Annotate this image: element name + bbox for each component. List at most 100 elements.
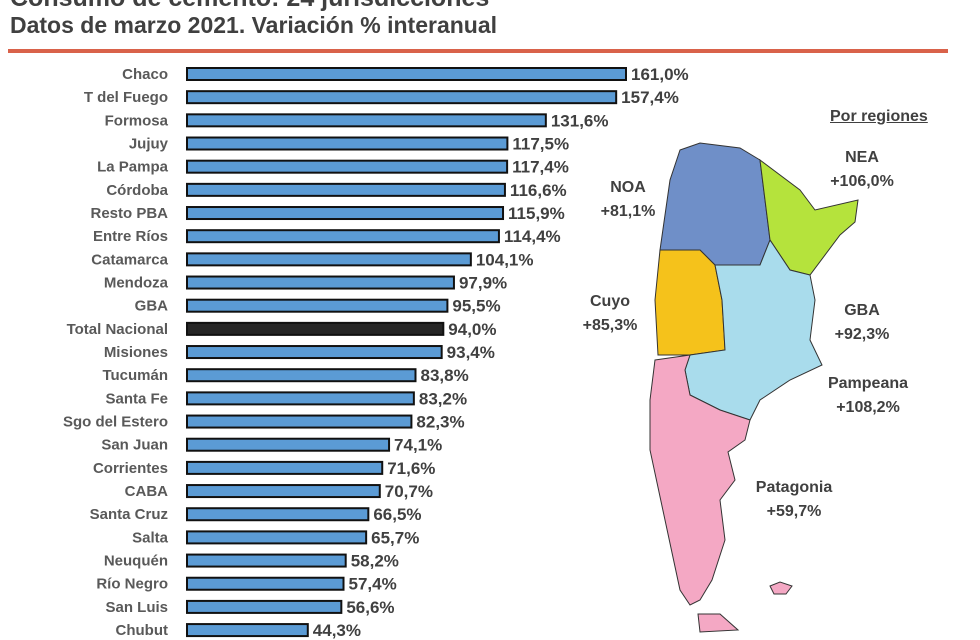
- bar: [186, 599, 343, 614]
- region-value: +85,3%: [582, 317, 638, 334]
- bar: [186, 345, 443, 360]
- data-label: 83,8%: [420, 366, 468, 385]
- bar: [186, 437, 391, 452]
- data-label: 161,0%: [631, 65, 689, 84]
- data-label: 57,4%: [349, 575, 397, 594]
- bar: [186, 460, 384, 475]
- bar: [186, 414, 413, 429]
- bar: [186, 159, 509, 174]
- category-label: Catamarca: [91, 251, 168, 268]
- bar: [186, 391, 415, 406]
- data-label: 94,0%: [448, 320, 496, 339]
- category-label: Misiones: [104, 344, 168, 361]
- title-rule: [8, 49, 948, 53]
- bar: [186, 321, 445, 336]
- category-label: Sgo del Estero: [63, 414, 168, 431]
- bar: [186, 530, 368, 545]
- bar: [186, 507, 370, 522]
- bar: [186, 67, 627, 81]
- region-label: Pampeana +108,2%: [828, 372, 908, 420]
- category-label: La Pampa: [97, 159, 169, 176]
- category-label: Córdoba: [106, 182, 168, 199]
- region-patagonia: [649, 354, 751, 606]
- data-label: 117,4%: [512, 158, 569, 177]
- region-name: NEA: [845, 149, 879, 166]
- category-label: T del Fuego: [84, 89, 168, 106]
- region-name: Pampeana: [827, 375, 909, 392]
- bar: [186, 484, 381, 499]
- category-label: Río Negro: [96, 576, 168, 593]
- region-value: +59,7%: [766, 503, 822, 520]
- data-label: 157,4%: [621, 88, 679, 107]
- bar: [186, 113, 547, 128]
- category-label: Neuquén: [104, 553, 168, 570]
- region-noa: [659, 142, 771, 266]
- bar: [186, 368, 417, 383]
- bar: [186, 90, 618, 105]
- chart-title: Consumo de cemento: 24 jurisdicciones: [10, 0, 489, 13]
- bar: [186, 182, 506, 197]
- region-name: Cuyo: [590, 293, 630, 310]
- data-label: 114,4%: [504, 227, 561, 246]
- data-label: 70,7%: [385, 482, 433, 501]
- category-label: Total Nacional: [67, 321, 168, 338]
- data-label: 117,5%: [512, 135, 569, 154]
- region-name: GBA: [844, 302, 880, 319]
- region-label: Patagonia +59,7%: [756, 476, 832, 524]
- bar: [186, 275, 455, 290]
- data-label: 97,9%: [459, 274, 507, 293]
- data-label: 104,1%: [476, 250, 534, 269]
- region-value: +108,2%: [836, 399, 900, 416]
- data-label: 116,6%: [510, 181, 567, 200]
- region-malvinas: [769, 581, 793, 595]
- bar: [186, 136, 509, 151]
- data-label: 44,3%: [313, 621, 361, 640]
- data-label: 71,6%: [387, 459, 435, 478]
- region-pampeana-gba: [684, 238, 823, 421]
- category-label: Salta: [132, 529, 169, 546]
- region-label: NEA +106,0%: [830, 146, 894, 194]
- region-label: Cuyo +85,3%: [583, 290, 638, 338]
- region-tierra-del-fuego: [697, 613, 740, 633]
- category-label: Mendoza: [104, 275, 169, 292]
- map-header: Por regiones: [830, 108, 928, 125]
- data-label: 82,3%: [416, 413, 464, 432]
- data-label: 66,5%: [373, 505, 421, 524]
- bar-chart: Chaco 161,0% T del Fuego 157,4% Formosa 131,6…: [63, 65, 689, 640]
- data-label: 95,5%: [452, 297, 500, 316]
- data-label: 131,6%: [551, 111, 609, 130]
- bar: [186, 576, 345, 591]
- category-label: Tucumán: [102, 367, 168, 384]
- data-label: 56,6%: [346, 598, 394, 617]
- region-label: NOA +81,1%: [601, 176, 656, 224]
- region-value: +92,3%: [834, 326, 890, 343]
- category-label: CABA: [125, 483, 168, 500]
- bar: [186, 553, 347, 568]
- region-label: GBA +92,3%: [835, 299, 890, 347]
- bar: [186, 298, 449, 313]
- category-label: San Juan: [101, 437, 168, 454]
- bar: [186, 206, 505, 221]
- category-label: Resto PBA: [90, 205, 168, 222]
- bar: [186, 252, 472, 267]
- category-label: Chubut: [116, 622, 168, 639]
- chart-subtitle: Datos de marzo 2021. Variación % interan…: [10, 12, 498, 38]
- category-label: Formosa: [105, 112, 169, 129]
- region-name: Patagonia: [755, 479, 833, 496]
- data-label: 65,7%: [371, 528, 419, 547]
- bar: [186, 623, 309, 638]
- data-label: 115,9%: [508, 204, 565, 223]
- region-value: +106,0%: [830, 173, 894, 190]
- category-label: Entre Ríos: [93, 228, 168, 245]
- argentina-map: [649, 142, 859, 633]
- data-label: 74,1%: [394, 436, 442, 455]
- data-label: 83,2%: [419, 389, 467, 408]
- category-label: Chaco: [122, 66, 168, 83]
- category-label: Santa Fe: [105, 390, 168, 407]
- data-label: 58,2%: [351, 552, 399, 571]
- region-nea: [759, 158, 859, 276]
- category-label: Jujuy: [129, 136, 169, 153]
- category-label: Santa Cruz: [90, 506, 168, 523]
- category-label: GBA: [135, 298, 169, 315]
